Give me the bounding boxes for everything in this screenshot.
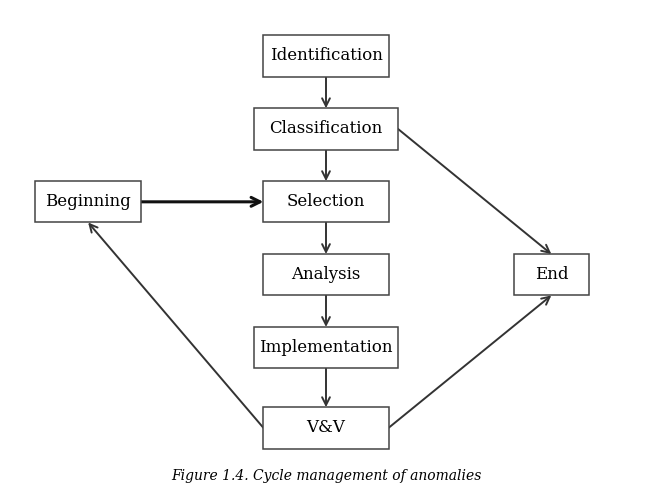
Bar bbox=[263, 181, 389, 223]
Text: V&V: V&V bbox=[306, 419, 346, 436]
Bar bbox=[263, 407, 389, 448]
Text: Analysis: Analysis bbox=[291, 266, 361, 283]
Bar bbox=[35, 181, 141, 223]
Text: Beginning: Beginning bbox=[45, 193, 131, 210]
Text: Implementation: Implementation bbox=[259, 339, 393, 356]
Text: End: End bbox=[535, 266, 568, 283]
Bar bbox=[514, 254, 589, 296]
Bar bbox=[263, 35, 389, 77]
Text: Figure 1.4. Cycle management of anomalies: Figure 1.4. Cycle management of anomalie… bbox=[171, 469, 481, 484]
Bar bbox=[263, 254, 389, 296]
Text: Classification: Classification bbox=[269, 121, 383, 137]
Bar bbox=[254, 327, 398, 369]
Text: Selection: Selection bbox=[287, 193, 365, 210]
Text: Identification: Identification bbox=[269, 48, 383, 64]
Bar bbox=[254, 108, 398, 150]
